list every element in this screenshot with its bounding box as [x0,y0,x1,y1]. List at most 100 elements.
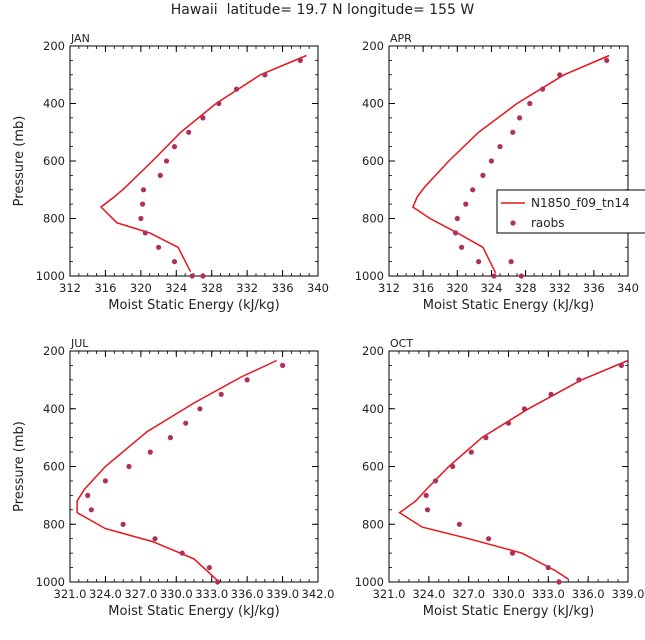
x-tick-label: 342.0 [302,587,335,601]
x-tick-label: 340 [307,281,329,295]
x-tick-label: 312 [378,281,400,295]
panel-apr: APR 312 316 320 324 328 332 336 340 200 400 600 800 1… [355,32,639,313]
x-tick-label: 330.0 [492,587,525,601]
y-tick-label: 800 [43,212,65,226]
obs-point [456,521,462,527]
obs-point [548,391,554,397]
x-axis-title: Moist Static Energy (kJ/kg) [108,604,279,619]
obs-point [297,57,303,64]
obs-point [518,273,524,279]
y-tick-label: 1000 [355,575,384,589]
plot-frame [388,45,629,277]
y-tick-label: 600 [43,460,65,474]
obs-point [197,406,203,412]
x-axis-title: Moist Static Energy (kJ/kg) [423,298,594,313]
obs-point [510,129,516,135]
obs-point [432,478,439,484]
legend-model-label: N1850_f09_tn14 [531,196,630,210]
x-tick-label: 316 [412,281,434,295]
obs-point [262,72,268,78]
obs-point [171,144,178,150]
x-tick-label: 340 [617,281,639,295]
y-tick-label: 400 [362,402,384,416]
obs-point [280,362,286,368]
obs-point [423,492,429,498]
obs-point [491,273,497,279]
plot-frame [388,350,629,583]
x-tick-label: 327.0 [452,587,485,601]
y-axis-title: Pressure (mb) [12,116,27,207]
obs-point [157,172,163,178]
x-tick-label: 320 [130,281,152,295]
obs-point [183,420,189,426]
x-tick-label: 336 [583,281,605,295]
obs-point [450,463,456,470]
y-tick-label: 400 [362,97,384,111]
x-tick-label: 339.0 [612,587,645,601]
obs-point [556,579,562,585]
obs-point [140,201,146,207]
obs-point [206,565,212,571]
obs-point [470,187,476,193]
panel-label: OCT [390,337,413,350]
x-axis-title: Moist Static Energy (kJ/kg) [423,604,594,619]
x-tick-label: 330.0 [160,587,193,601]
y-tick-label: 600 [362,460,384,474]
obs-point [480,172,486,178]
x-tick-label: 332 [236,281,258,295]
panel-jul: JUL 321.0 324.0 327.0 330.0 333.0 336.0 339.0 34… [12,337,334,619]
panel-label: JAN [70,32,90,45]
y-tick-label: 400 [43,97,65,111]
y-tick-label: 1000 [36,575,65,589]
obs-point [497,144,503,150]
y-tick-label: 200 [362,39,384,53]
obs-point [604,57,610,64]
x-tick-label: 339.0 [266,587,299,601]
obs-point [424,507,431,513]
x-tick-label: 336.0 [572,587,605,601]
series-line-model [398,359,629,580]
obs-point [163,158,170,164]
obs-point [126,463,132,470]
y-tick-label: 800 [362,212,384,226]
series-line-model [411,54,610,274]
obs-point [186,129,192,135]
obs-point [545,565,551,571]
figure-title: Hawaii latitude= 19.7 N longitude= 155 W [170,2,475,18]
x-tick-label: 320 [446,281,468,295]
legend-obs-label: raobs [531,216,565,230]
obs-point [171,259,178,265]
x-tick-label: 332 [549,281,571,295]
obs-point [454,215,460,222]
x-tick-label: 321.0 [373,587,406,601]
obs-point [453,230,459,236]
obs-point [179,550,185,556]
x-tick-label: 328 [201,281,223,295]
legend-obs-swatch [510,220,516,226]
x-tick-label: 316 [94,281,116,295]
x-tick-label: 333.0 [195,587,228,601]
obs-point [142,230,148,236]
x-tick-label: 333.0 [532,587,565,601]
obs-point [88,507,94,513]
y-tick-label: 1000 [355,269,384,283]
obs-point [618,362,625,368]
obs-point [189,273,195,279]
obs-point [147,449,153,455]
y-tick-label: 200 [43,39,65,53]
obs-point [508,259,514,265]
obs-point [156,244,162,250]
series-line-model [76,359,278,582]
x-tick-label: 312 [59,281,81,295]
y-tick-label: 600 [362,154,384,168]
obs-point [509,550,516,556]
obs-point [468,449,474,455]
obs-point [527,100,533,107]
y-axis-title: Pressure (mb) [12,421,27,512]
y-tick-label: 1000 [36,269,65,283]
obs-point [140,187,147,193]
panel-jan: JAN 312 316 320 324 328 332 336 340 200 400 600 800 1… [12,32,329,313]
obs-point [215,579,221,585]
plot-frame [69,350,319,583]
obs-point [576,377,582,383]
